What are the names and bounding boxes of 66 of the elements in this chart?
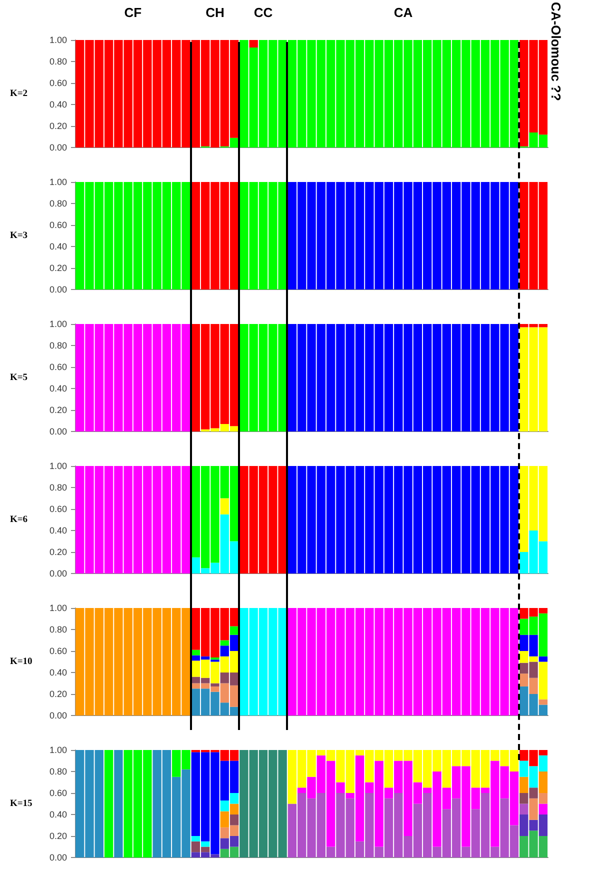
y-axis-title: K=15 [10, 799, 33, 809]
y-tick-label: 0.60 [49, 788, 67, 798]
bar [210, 657, 220, 660]
y-tick-label: 0.20 [49, 121, 67, 131]
y-axis-title: K=6 [10, 515, 28, 525]
bar [538, 699, 548, 705]
bar [538, 772, 548, 793]
y-tick-label: 0.20 [49, 547, 67, 557]
y-tick-label: 0.00 [49, 284, 67, 294]
text: CA-Olomouc ?? [548, 2, 564, 101]
y-tick-label: 0.20 [49, 689, 67, 699]
bar [104, 750, 114, 858]
y-tick-label: 1.00 [49, 461, 67, 471]
text: CC [254, 5, 274, 20]
bar [230, 626, 239, 635]
bar [210, 683, 220, 686]
y-tick-label: 0.00 [49, 710, 67, 720]
y-tick-label: 0.40 [49, 100, 67, 110]
y-tick-label: 0.80 [49, 340, 67, 350]
bar [191, 650, 200, 656]
y-tick-label: 0.20 [49, 405, 67, 415]
y-tick-label: 0.00 [49, 142, 67, 152]
y-tick-label: 0.80 [49, 482, 67, 492]
y-axis-title: K=10 [10, 657, 33, 667]
bar [220, 498, 229, 514]
y-tick-label: 0.80 [49, 56, 67, 66]
y-tick-label: 0.60 [49, 362, 67, 372]
y-tick-label: 0.00 [49, 852, 67, 862]
y-tick-label: 0.60 [49, 78, 67, 88]
bar [249, 40, 258, 48]
y-axis-title: K=2 [10, 89, 28, 99]
y-tick-label: 1.00 [49, 177, 67, 187]
y-tick-label: 1.00 [49, 35, 67, 45]
bar [191, 836, 200, 842]
y-axis-title: K=3 [10, 231, 28, 241]
y-tick-label: 0.20 [49, 831, 67, 841]
y-tick-label: 0.40 [49, 668, 67, 678]
text: CH [206, 5, 224, 20]
y-tick-label: 1.00 [49, 603, 67, 613]
bar [538, 662, 548, 700]
y-tick-label: 0.80 [49, 198, 67, 208]
y-tick-label: 1.00 [49, 319, 67, 329]
y-axis-title: K=5 [10, 373, 28, 383]
y-tick-label: 1.00 [49, 745, 67, 755]
y-tick-label: 0.40 [49, 810, 67, 820]
y-tick-label: 0.60 [49, 504, 67, 514]
bar [200, 841, 210, 847]
bar [520, 776, 528, 793]
text: CA [394, 5, 414, 20]
y-tick-label: 0.80 [49, 624, 67, 634]
y-tick-label: 0.40 [49, 384, 67, 394]
bar [230, 814, 239, 826]
y-tick-label: 0.60 [49, 646, 67, 656]
bar [220, 640, 229, 646]
y-tick-label: 0.60 [49, 220, 67, 230]
y-tick-label: 0.20 [49, 263, 67, 273]
text: CF [124, 5, 142, 20]
y-tick-label: 0.80 [49, 766, 67, 776]
bar [114, 750, 123, 858]
bar [538, 656, 548, 662]
bar [520, 804, 528, 814]
y-tick-label: 0.00 [49, 568, 67, 578]
bar [538, 804, 548, 814]
y-tick-label: 0.40 [49, 242, 67, 252]
y-tick-label: 0.00 [49, 426, 67, 436]
y-tick-label: 0.40 [49, 526, 67, 536]
